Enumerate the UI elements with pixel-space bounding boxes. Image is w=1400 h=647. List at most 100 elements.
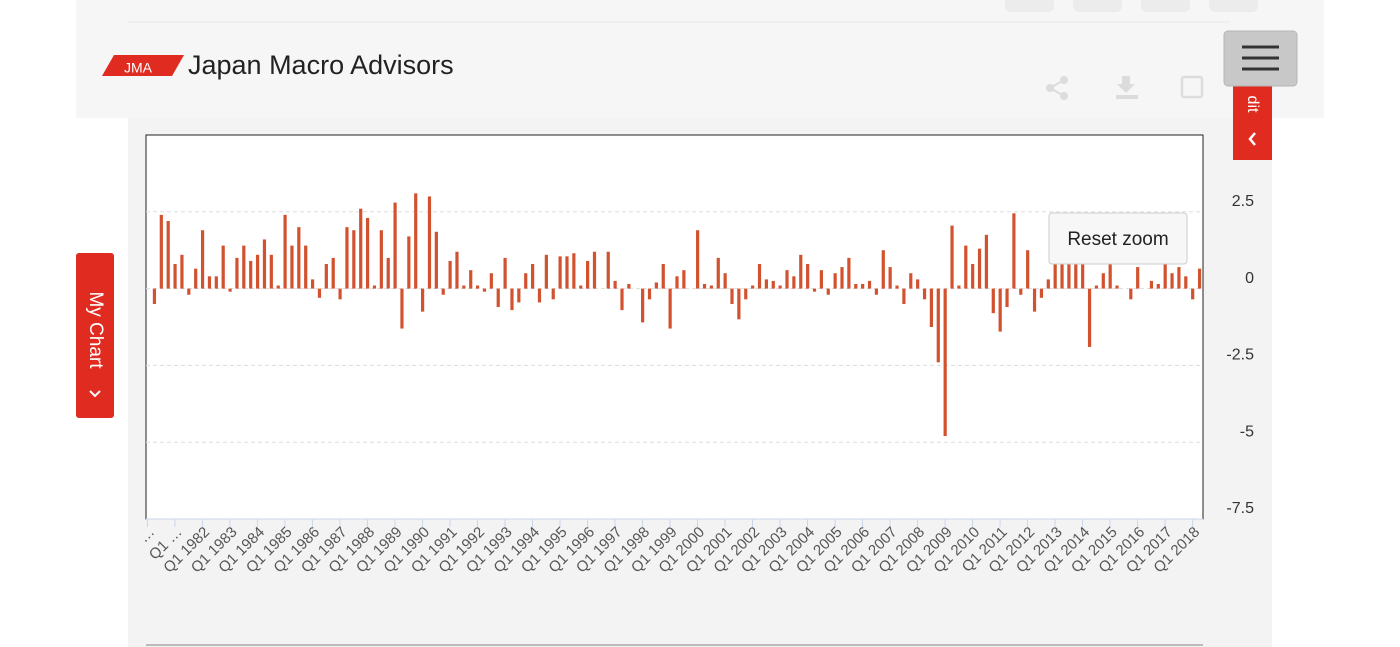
bar <box>812 288 817 292</box>
bar <box>998 288 1002 332</box>
bar <box>455 251 459 289</box>
bar <box>214 276 218 289</box>
bar <box>462 285 466 289</box>
bar <box>448 260 452 289</box>
y-tick-label: 2.5 <box>1232 193 1254 210</box>
bar <box>1184 276 1188 289</box>
top-button[interactable] <box>1209 0 1258 12</box>
bar <box>682 270 686 289</box>
bar <box>496 288 500 308</box>
bar <box>1081 264 1085 289</box>
bar <box>592 251 597 289</box>
bar <box>867 280 872 289</box>
bar <box>792 276 796 289</box>
bar <box>262 239 267 289</box>
bar <box>1087 288 1092 347</box>
top-button[interactable] <box>1141 0 1190 12</box>
bar <box>152 288 157 304</box>
bar <box>1053 264 1057 289</box>
bar <box>661 264 665 289</box>
y-tick-label: -5 <box>1240 423 1254 440</box>
bar <box>551 288 555 300</box>
bar <box>716 257 720 289</box>
bar <box>572 253 576 289</box>
bar <box>269 254 273 289</box>
bar <box>249 260 253 289</box>
bar <box>1149 280 1154 289</box>
bar <box>874 288 878 295</box>
reset-zoom-label: Reset zoom <box>1067 229 1168 250</box>
bar <box>180 254 184 289</box>
bar <box>1197 268 1202 289</box>
bar <box>854 283 858 289</box>
bar <box>641 288 645 323</box>
bar <box>290 245 294 289</box>
brand-name: Japan Macro Advisors <box>188 50 454 80</box>
bar <box>1074 260 1078 289</box>
top-button[interactable] <box>1005 0 1054 12</box>
bar <box>338 288 342 300</box>
bar <box>207 276 212 289</box>
bar <box>1019 288 1023 295</box>
bar <box>317 288 322 298</box>
bar <box>235 257 239 289</box>
bar <box>861 283 865 289</box>
bar <box>1177 267 1181 289</box>
bar <box>757 264 762 289</box>
top-button[interactable] <box>1073 0 1122 12</box>
bar <box>888 267 892 289</box>
bar <box>751 285 755 289</box>
bar <box>709 285 713 289</box>
bar <box>1012 213 1016 289</box>
collapse-button[interactable] <box>1233 118 1272 160</box>
bar <box>696 230 700 289</box>
edit-tab-text: dit <box>1244 96 1261 113</box>
bar <box>427 196 432 289</box>
bar <box>1005 288 1009 308</box>
bar <box>159 214 163 289</box>
bar <box>833 273 837 289</box>
bar <box>283 214 287 289</box>
bar <box>400 288 404 329</box>
save-icon[interactable] <box>1180 75 1204 99</box>
bar <box>324 264 328 289</box>
bar <box>187 288 191 295</box>
bar <box>785 270 789 289</box>
bar <box>627 283 631 289</box>
bar <box>434 231 438 289</box>
bar <box>620 288 624 311</box>
bar <box>895 285 899 289</box>
bar <box>613 280 617 289</box>
bar <box>936 288 940 363</box>
bar <box>489 273 493 289</box>
my-chart-tab[interactable] <box>76 253 114 418</box>
bar <box>881 250 885 289</box>
bar <box>984 234 989 289</box>
bar <box>331 257 335 289</box>
bar <box>372 285 377 289</box>
reset-zoom-button[interactable] <box>1048 212 1188 265</box>
bar <box>1046 279 1050 289</box>
y-tick-label: 0 <box>1245 270 1254 287</box>
bar <box>1067 260 1071 289</box>
y-tick-label: -7.5 <box>1226 500 1254 517</box>
bar <box>255 254 260 289</box>
download-icon[interactable] <box>1116 76 1138 99</box>
bar <box>977 248 982 289</box>
share-icon[interactable] <box>1046 76 1068 100</box>
bar <box>386 257 390 289</box>
bar <box>194 268 198 289</box>
bar <box>675 276 679 289</box>
my-chart-icon <box>89 390 101 398</box>
bar <box>737 288 741 320</box>
bar <box>297 227 301 289</box>
bar <box>221 245 225 289</box>
collapse-icon <box>1248 132 1256 146</box>
bar <box>744 288 748 300</box>
bar <box>929 288 934 327</box>
bar <box>503 257 507 289</box>
bar <box>916 279 920 289</box>
bar <box>957 285 961 289</box>
y-tick-label: -2.5 <box>1226 347 1254 364</box>
bar <box>771 280 775 289</box>
